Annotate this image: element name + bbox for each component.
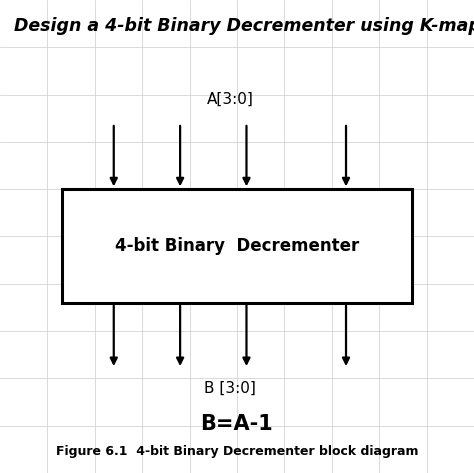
Text: B=A-1: B=A-1 [201, 414, 273, 434]
Text: B [3:0]: B [3:0] [204, 381, 256, 396]
Text: A[3:0]: A[3:0] [207, 91, 253, 106]
Text: Design a 4-bit Binary Decrementer using K-map.: Design a 4-bit Binary Decrementer using … [14, 17, 474, 35]
Text: 4-bit Binary  Decrementer: 4-bit Binary Decrementer [115, 237, 359, 255]
Text: Figure 6.1  4-bit Binary Decrementer block diagram: Figure 6.1 4-bit Binary Decrementer bloc… [56, 445, 418, 457]
Bar [62, 189, 412, 303]
